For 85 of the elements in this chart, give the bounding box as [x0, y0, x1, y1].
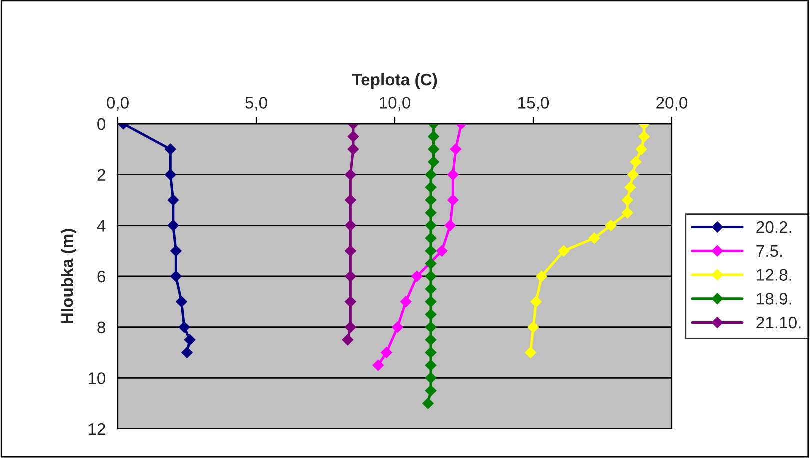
point — [176, 296, 188, 308]
point — [638, 131, 650, 142]
point — [348, 144, 360, 156]
point — [345, 245, 356, 257]
y-tick-label: 6 — [98, 270, 106, 283]
point — [628, 169, 639, 180]
point — [345, 169, 356, 180]
point — [165, 169, 176, 180]
point — [372, 360, 384, 372]
y-tick-label: 8 — [98, 322, 106, 334]
x-tick-label: 0,0 — [107, 97, 129, 111]
point — [448, 194, 459, 206]
point — [425, 207, 437, 219]
point — [630, 156, 642, 168]
point — [536, 270, 548, 282]
point — [425, 296, 437, 308]
y-tick-label: 2 — [98, 169, 106, 181]
point — [412, 270, 423, 282]
point — [425, 309, 437, 320]
y-tick-label: 4 — [97, 220, 106, 232]
point — [624, 182, 636, 194]
point — [530, 296, 542, 308]
point — [425, 322, 437, 333]
point — [422, 398, 434, 410]
point — [165, 144, 176, 156]
point — [345, 322, 356, 333]
point — [425, 258, 437, 270]
point — [558, 245, 570, 257]
point — [428, 156, 440, 168]
point — [448, 169, 459, 180]
point — [182, 347, 193, 358]
point — [436, 245, 448, 257]
point — [622, 194, 634, 206]
point — [348, 131, 360, 142]
point — [636, 144, 648, 156]
point — [428, 131, 440, 142]
point — [605, 220, 617, 232]
point — [428, 144, 440, 156]
point — [170, 245, 182, 257]
point — [178, 322, 190, 333]
y-tick-label: 0 — [98, 118, 106, 130]
point — [425, 220, 437, 232]
point — [342, 334, 354, 346]
point — [168, 194, 180, 206]
legend-label: 20.2. — [756, 221, 792, 234]
point — [184, 334, 196, 346]
x-tick-label: 10,0 — [380, 97, 411, 111]
y-tick-label: 10 — [88, 372, 106, 384]
y-axis-title: Hloubka (m) — [61, 229, 77, 324]
legend-label: 18.9. — [757, 293, 792, 305]
y-tick-label: 12 — [88, 423, 106, 436]
point — [588, 232, 600, 244]
point — [425, 372, 437, 384]
x-axis-title: Teplota (C) — [352, 73, 438, 90]
point — [425, 334, 437, 346]
legend-label: 7.5. — [756, 245, 782, 258]
point — [170, 270, 182, 282]
point — [425, 360, 437, 372]
point — [345, 270, 356, 282]
point — [400, 296, 412, 308]
point — [450, 144, 462, 156]
point — [528, 322, 540, 333]
x-tick-label: 15,0 — [518, 97, 550, 111]
point — [381, 347, 392, 358]
point — [425, 347, 437, 358]
legend-label: 21.10. — [756, 316, 801, 329]
point — [425, 194, 437, 206]
point — [425, 232, 437, 244]
point — [425, 245, 437, 257]
point — [425, 270, 437, 282]
point — [425, 182, 437, 194]
point — [525, 347, 536, 358]
point — [425, 284, 437, 295]
point — [345, 194, 356, 206]
point — [345, 296, 356, 308]
point — [425, 169, 437, 180]
point — [444, 220, 456, 232]
point — [168, 220, 180, 232]
point — [392, 322, 404, 333]
point — [425, 385, 437, 396]
point — [622, 207, 634, 219]
x-tick-label: 5,0 — [246, 97, 268, 111]
legend-label: 12.8. — [757, 269, 792, 281]
point — [345, 220, 356, 232]
x-tick-label: 20,0 — [656, 97, 688, 111]
